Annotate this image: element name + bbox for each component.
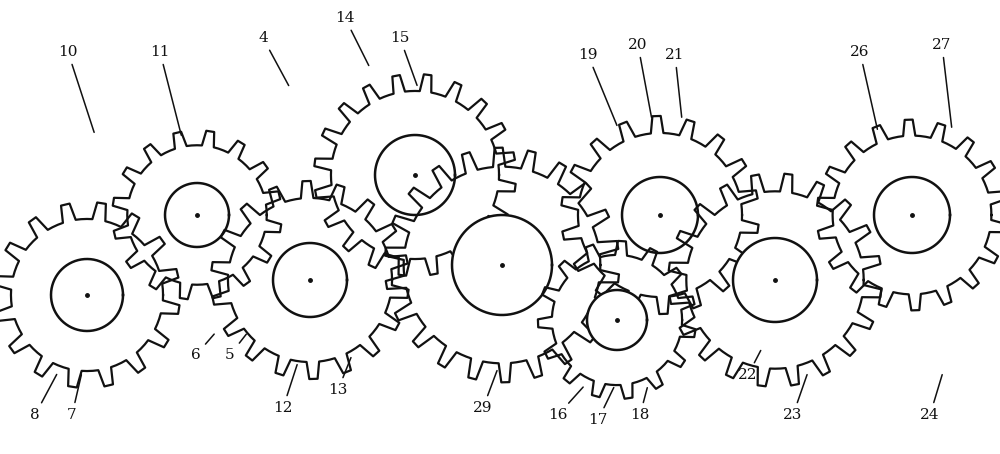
Text: 5: 5 xyxy=(225,334,246,362)
Text: 4: 4 xyxy=(258,31,289,85)
Polygon shape xyxy=(0,202,179,387)
Text: 19: 19 xyxy=(578,48,617,125)
Polygon shape xyxy=(833,136,991,294)
Polygon shape xyxy=(686,191,864,369)
Polygon shape xyxy=(552,255,682,385)
Text: 26: 26 xyxy=(850,45,877,129)
Text: 14: 14 xyxy=(335,11,369,65)
Polygon shape xyxy=(622,177,698,253)
Polygon shape xyxy=(375,135,455,215)
Polygon shape xyxy=(385,148,619,382)
Polygon shape xyxy=(127,145,267,285)
Polygon shape xyxy=(452,215,552,315)
Text: 27: 27 xyxy=(932,38,952,127)
Polygon shape xyxy=(211,181,409,379)
Text: 15: 15 xyxy=(390,31,417,85)
Polygon shape xyxy=(51,259,123,331)
Polygon shape xyxy=(228,198,392,362)
Polygon shape xyxy=(817,119,1000,311)
Text: 7: 7 xyxy=(67,375,81,422)
Polygon shape xyxy=(11,219,163,371)
Text: 13: 13 xyxy=(328,358,351,397)
Text: 17: 17 xyxy=(588,388,614,427)
Text: 6: 6 xyxy=(191,334,214,362)
Text: 20: 20 xyxy=(628,38,651,117)
Text: 18: 18 xyxy=(630,388,650,422)
Polygon shape xyxy=(113,131,281,299)
Text: 23: 23 xyxy=(783,375,807,422)
Polygon shape xyxy=(331,91,499,259)
Text: 29: 29 xyxy=(473,370,497,415)
Text: 11: 11 xyxy=(150,45,181,135)
Text: 8: 8 xyxy=(30,375,57,422)
Polygon shape xyxy=(669,174,881,386)
Text: 21: 21 xyxy=(665,48,685,117)
Text: 12: 12 xyxy=(273,365,297,415)
Polygon shape xyxy=(733,238,817,322)
Polygon shape xyxy=(273,243,347,317)
Text: 16: 16 xyxy=(548,387,583,422)
Polygon shape xyxy=(314,74,516,276)
Polygon shape xyxy=(538,241,696,399)
Polygon shape xyxy=(578,133,742,297)
Text: 10: 10 xyxy=(58,45,94,133)
Polygon shape xyxy=(165,183,229,247)
Polygon shape xyxy=(874,177,950,253)
Text: 24: 24 xyxy=(920,375,942,422)
Polygon shape xyxy=(404,167,600,363)
Text: 22: 22 xyxy=(738,350,761,382)
Polygon shape xyxy=(561,116,759,314)
Polygon shape xyxy=(587,290,647,350)
